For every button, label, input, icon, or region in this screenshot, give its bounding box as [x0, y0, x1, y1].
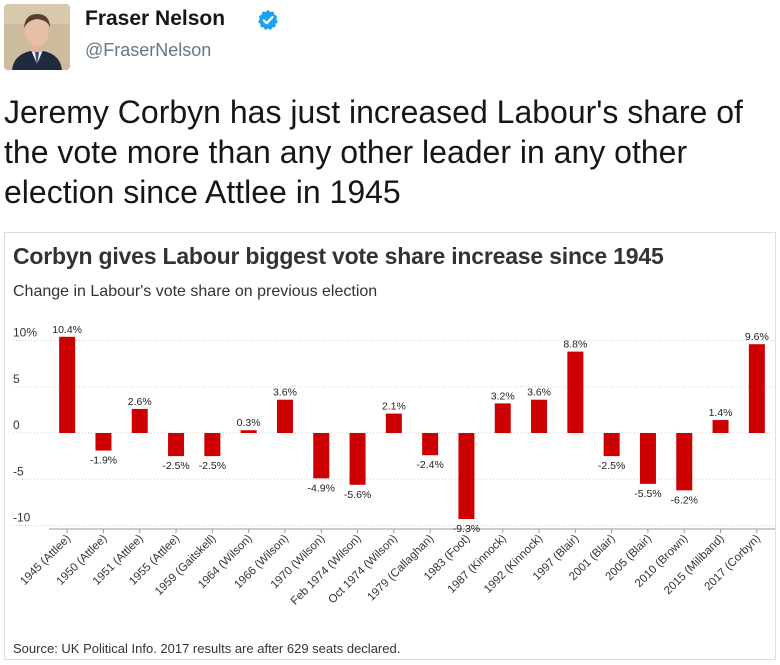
- data-label: -2.5%: [162, 460, 189, 472]
- data-label: 10.4%: [52, 324, 82, 336]
- data-label: 1.4%: [709, 407, 733, 419]
- x-tick-label: Oct 1974 (Wilson): [326, 533, 400, 607]
- data-label: 9.6%: [745, 331, 769, 343]
- avatar-photo: [4, 4, 70, 70]
- verified-badge-icon: [258, 9, 278, 30]
- bar: [567, 351, 584, 433]
- data-label: 3.2%: [491, 390, 515, 402]
- bar: [603, 433, 620, 457]
- data-label: -2.5%: [598, 460, 625, 472]
- bar: [458, 433, 475, 520]
- y-tick-label: 10%: [13, 326, 37, 340]
- data-label: 8.8%: [563, 339, 587, 351]
- data-label: 2.1%: [382, 401, 406, 413]
- bar: [712, 420, 729, 433]
- display-name[interactable]: Fraser Nelson: [85, 7, 226, 30]
- bar: [531, 399, 548, 433]
- data-label: -5.5%: [634, 488, 661, 500]
- bar: [748, 344, 765, 433]
- data-label: -1.9%: [90, 455, 117, 467]
- bar: [422, 433, 439, 456]
- data-label: -6.2%: [671, 494, 698, 506]
- data-label: 2.6%: [128, 396, 152, 408]
- bar: [131, 408, 148, 433]
- y-tick-label: 5: [13, 372, 20, 386]
- x-tick-label: 1979 (Callaghan): [365, 533, 436, 604]
- data-label: 3.6%: [273, 387, 297, 399]
- y-tick-label: 0: [13, 418, 20, 432]
- bar: [59, 336, 76, 433]
- x-tick-label: Feb 1974 (Wilson): [289, 533, 364, 608]
- y-tick-label: -10: [13, 511, 31, 525]
- user-handle[interactable]: @FraserNelson: [85, 40, 212, 60]
- data-label: -2.4%: [416, 459, 443, 471]
- chart-title: Corbyn gives Labour biggest vote share i…: [13, 243, 664, 269]
- avatar[interactable]: [4, 4, 70, 70]
- data-label: -4.9%: [308, 482, 335, 494]
- chart-subtitle: Change in Labour's vote share on previou…: [13, 283, 378, 300]
- bar: [385, 413, 402, 433]
- chart-card: Corbyn gives Labour biggest vote share i…: [4, 232, 776, 660]
- bar: [676, 433, 693, 491]
- bar: [95, 433, 112, 451]
- tweet-text: Jeremy Corbyn has just increased Labour'…: [4, 94, 743, 210]
- bar: [639, 433, 656, 484]
- data-label: -5.6%: [344, 489, 371, 501]
- bar: [168, 433, 185, 457]
- bar: [204, 433, 221, 457]
- data-label: -2.5%: [199, 460, 226, 472]
- bar: [494, 403, 511, 433]
- y-tick-label: -5: [13, 464, 24, 478]
- data-label: 3.6%: [527, 387, 551, 399]
- bar: [349, 433, 366, 485]
- bar: [276, 399, 293, 433]
- bar: [240, 430, 257, 433]
- data-label: 0.3%: [237, 417, 261, 429]
- chart-source: Source: UK Political Info. 2017 results …: [13, 641, 401, 656]
- bar: [313, 433, 330, 479]
